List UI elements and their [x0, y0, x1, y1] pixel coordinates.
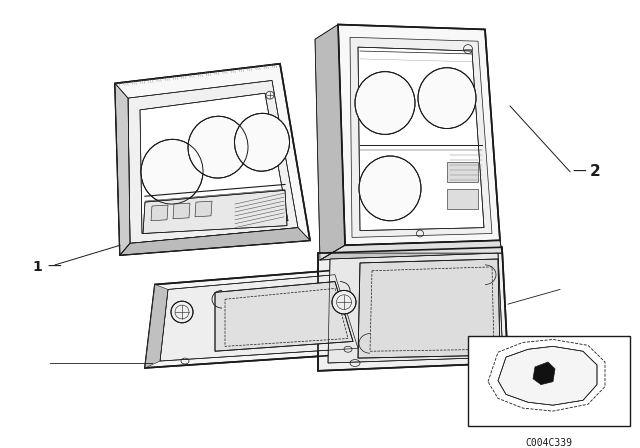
Polygon shape [447, 190, 478, 209]
Polygon shape [143, 190, 287, 233]
Polygon shape [447, 162, 478, 181]
Polygon shape [140, 93, 288, 233]
Polygon shape [350, 37, 492, 237]
Text: 1: 1 [32, 260, 42, 274]
Polygon shape [338, 25, 500, 245]
Text: —: — [47, 260, 61, 274]
Ellipse shape [234, 113, 289, 171]
Polygon shape [358, 259, 500, 358]
Polygon shape [145, 284, 168, 368]
Ellipse shape [359, 156, 421, 221]
Polygon shape [145, 270, 365, 368]
Polygon shape [173, 203, 190, 219]
Polygon shape [120, 228, 310, 255]
Ellipse shape [171, 301, 193, 323]
Bar [468, 336, 630, 426]
Text: 2: 2 [590, 164, 601, 179]
Polygon shape [318, 247, 508, 371]
Polygon shape [318, 241, 502, 260]
Polygon shape [115, 64, 310, 255]
Polygon shape [151, 205, 168, 221]
Polygon shape [358, 47, 484, 231]
Ellipse shape [188, 116, 248, 178]
Polygon shape [215, 282, 353, 351]
Polygon shape [328, 253, 503, 363]
Polygon shape [315, 25, 345, 260]
Polygon shape [195, 201, 212, 217]
Text: C004C339: C004C339 [525, 438, 573, 448]
Ellipse shape [141, 139, 203, 204]
Ellipse shape [418, 68, 476, 129]
Polygon shape [498, 346, 597, 405]
Polygon shape [533, 362, 555, 384]
Ellipse shape [355, 72, 415, 134]
Polygon shape [115, 83, 130, 255]
Ellipse shape [332, 290, 356, 314]
Text: —: — [572, 165, 586, 179]
Polygon shape [128, 81, 298, 243]
Polygon shape [320, 241, 502, 260]
Polygon shape [160, 275, 358, 361]
